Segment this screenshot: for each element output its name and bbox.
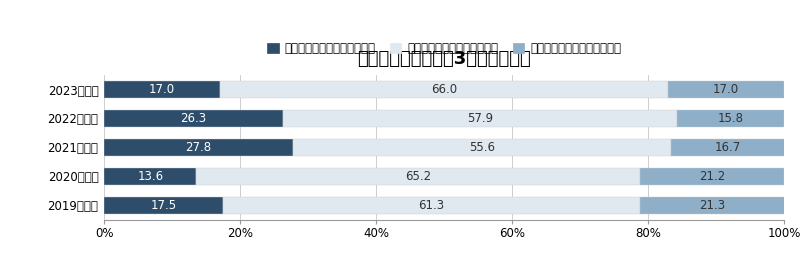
Title: 外国人留学生の入社3年後の離職率: 外国人留学生の入社3年後の離職率 bbox=[357, 50, 531, 68]
Bar bbox=[219, 81, 669, 98]
Text: 16.7: 16.7 bbox=[714, 141, 741, 154]
Text: 57.9: 57.9 bbox=[466, 112, 493, 125]
Bar bbox=[104, 110, 283, 127]
Text: 17.5: 17.5 bbox=[150, 199, 177, 212]
Bar bbox=[669, 81, 784, 98]
Bar bbox=[104, 168, 197, 185]
Bar bbox=[640, 197, 785, 214]
Bar bbox=[677, 110, 784, 127]
Bar bbox=[640, 168, 784, 185]
Bar bbox=[671, 139, 785, 156]
Bar bbox=[104, 197, 223, 214]
Text: 55.6: 55.6 bbox=[469, 141, 495, 154]
Text: 65.2: 65.2 bbox=[405, 170, 431, 183]
Text: 27.8: 27.8 bbox=[186, 141, 211, 154]
Text: 66.0: 66.0 bbox=[431, 83, 457, 96]
Bar bbox=[293, 139, 671, 156]
Bar bbox=[104, 139, 293, 156]
Bar bbox=[283, 110, 677, 127]
Text: 17.0: 17.0 bbox=[713, 83, 739, 96]
Text: 61.3: 61.3 bbox=[418, 199, 445, 212]
Bar bbox=[197, 168, 640, 185]
Bar bbox=[104, 81, 219, 98]
Text: 17.0: 17.0 bbox=[149, 83, 175, 96]
Text: 21.3: 21.3 bbox=[699, 199, 726, 212]
Text: 15.8: 15.8 bbox=[718, 112, 743, 125]
Text: 13.6: 13.6 bbox=[137, 170, 163, 183]
Legend: 日本人新卒社員と比べて高い, 日本人新卒社員と変わらない, 日本人新卒社員と比べて低い: 日本人新卒社員と比べて高い, 日本人新卒社員と変わらない, 日本人新卒社員と比べ… bbox=[262, 38, 626, 60]
Text: 21.2: 21.2 bbox=[698, 170, 725, 183]
Bar bbox=[223, 197, 640, 214]
Text: 26.3: 26.3 bbox=[180, 112, 206, 125]
